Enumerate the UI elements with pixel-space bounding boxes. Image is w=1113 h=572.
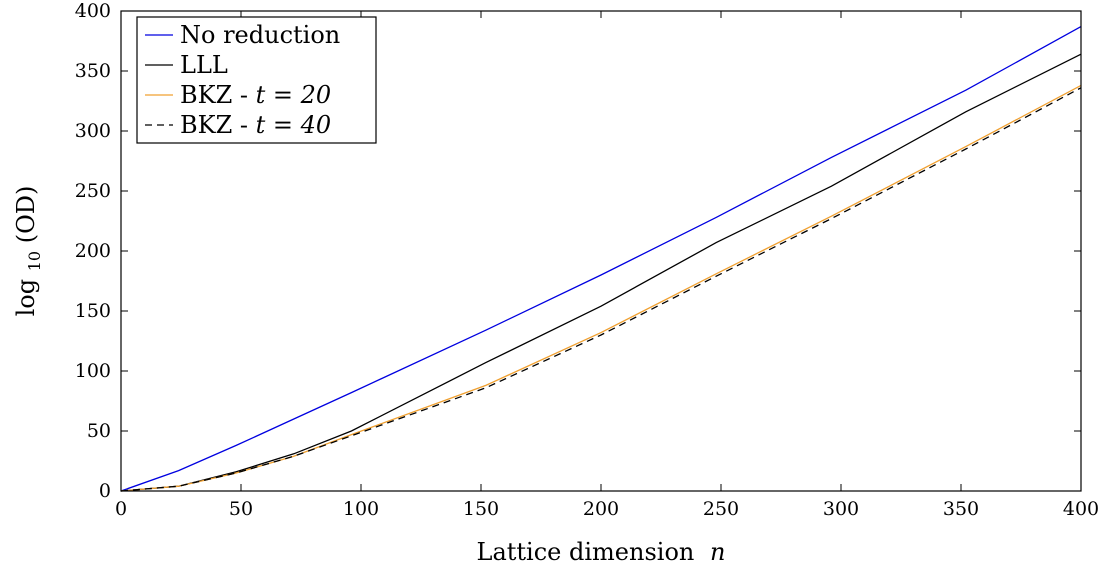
series-line-1 bbox=[120, 26, 1082, 492]
legend-box bbox=[136, 16, 377, 144]
legend-label-4: BKZ - t = 40 bbox=[180, 111, 331, 139]
legend-label-text: LLL bbox=[180, 51, 228, 79]
legend-label-text: No reduction bbox=[180, 21, 340, 49]
x-axis-title: Lattice dimension n bbox=[477, 538, 726, 566]
x-axis-variable: n bbox=[710, 538, 725, 566]
x-tick-label: 400 bbox=[1063, 498, 1099, 520]
x-tick-label: 300 bbox=[823, 498, 859, 520]
x-tick-label: 150 bbox=[463, 498, 499, 520]
legend-label-3: BKZ - t = 20 bbox=[180, 81, 331, 109]
series-line-2 bbox=[120, 53, 1082, 492]
legend-label-math: t = 20 bbox=[256, 81, 332, 109]
y-axis-argument: (OD) bbox=[12, 186, 40, 244]
y-axis-title: log 10 (OD) bbox=[12, 186, 46, 317]
x-tick-label: 200 bbox=[583, 498, 619, 520]
y-tick-label: 300 bbox=[75, 120, 111, 142]
x-tick-label: 50 bbox=[229, 498, 253, 520]
x-axis-label: Lattice dimension bbox=[477, 538, 695, 566]
y-tick-label: 200 bbox=[75, 240, 111, 262]
x-tick-label: 350 bbox=[943, 498, 979, 520]
y-axis-log: log bbox=[12, 279, 40, 317]
y-axis-log-base: 10 bbox=[25, 251, 44, 271]
legend-label-text: BKZ - bbox=[180, 81, 256, 109]
series-line-3 bbox=[120, 84, 1082, 492]
x-tick-label: 100 bbox=[343, 498, 379, 520]
x-tick-label: 250 bbox=[703, 498, 739, 520]
y-tick-label: 350 bbox=[75, 60, 111, 82]
y-tick-label: 50 bbox=[87, 420, 111, 442]
legend-label-text: BKZ - bbox=[180, 111, 256, 139]
legend-label-1: No reduction bbox=[180, 21, 340, 49]
y-tick-label: 400 bbox=[75, 0, 111, 22]
y-tick-label: 100 bbox=[75, 360, 111, 382]
y-tick-label: 0 bbox=[99, 480, 111, 502]
x-tick-label: 0 bbox=[115, 498, 127, 520]
ticks-layer: 0 50 100 150 200 250 300 350 400 0 50 100 150 200 250 3… bbox=[75, 0, 1099, 520]
series-layer bbox=[120, 26, 1082, 492]
y-tick-label: 250 bbox=[75, 180, 111, 202]
series-line-4 bbox=[120, 87, 1082, 492]
legend-label-2: LLL bbox=[180, 51, 228, 79]
legend-label-math: t = 40 bbox=[256, 111, 332, 139]
y-tick-label: 150 bbox=[75, 300, 111, 322]
svg-text:log 10 (OD): log 10 (OD) bbox=[12, 186, 46, 317]
